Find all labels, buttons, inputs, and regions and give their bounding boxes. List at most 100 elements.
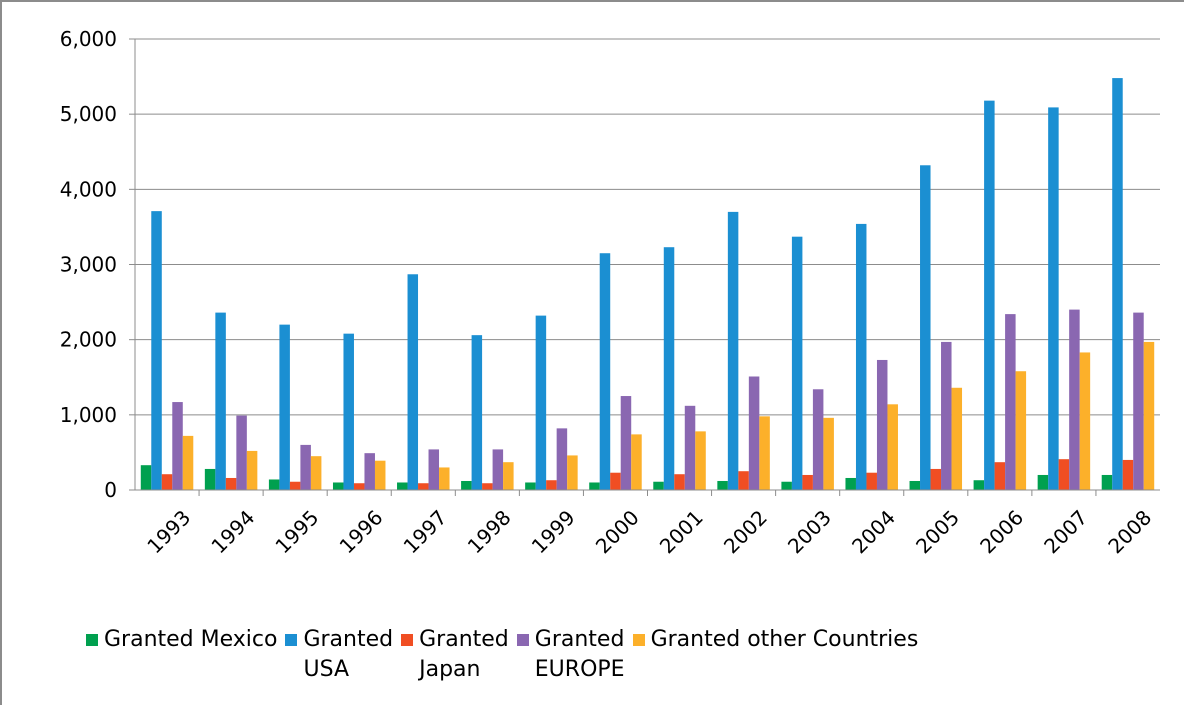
bar-granted-mexico: [1037, 474, 1049, 490]
legend-item: Granted EUROPE: [516, 625, 625, 685]
y-tick-label: 3,000: [60, 253, 117, 277]
bar-granted-mexico: [973, 480, 985, 490]
bar-granted-mexico: [268, 479, 280, 490]
legend-label-line: Granted: [419, 627, 509, 652]
bar-granted-mexico: [332, 482, 344, 490]
bar-granted-japan: [610, 472, 621, 490]
bar-granted-mexico: [653, 481, 664, 490]
bar-granted-other-countries: [1143, 341, 1155, 490]
bar-granted-europe: [556, 428, 568, 490]
bar-granted-japan: [674, 474, 685, 490]
bar-granted-usa: [343, 333, 354, 490]
bar-granted-usa: [984, 100, 995, 491]
bar-granted-mexico: [909, 480, 921, 490]
bar-granted-usa: [663, 247, 675, 490]
bar-granted-usa: [279, 324, 290, 490]
bar-granted-japan: [930, 468, 942, 490]
legend-label-line: Japan: [419, 657, 481, 682]
bar-granted-europe: [492, 449, 504, 490]
bar-granted-other-countries: [1079, 352, 1091, 490]
x-tick-label: 2007: [1039, 505, 1092, 558]
bar-granted-other-countries: [310, 456, 322, 490]
bar-granted-mexico: [589, 482, 600, 490]
y-tick-label: 0: [104, 478, 117, 502]
bar-granted-other-countries: [1015, 371, 1027, 490]
bar-granted-usa: [727, 211, 739, 490]
bar-granted-japan: [418, 483, 429, 490]
x-axis-ticks: 1993 1994 1995 1996 1997 1998 1999 2000 2001 2002…: [142, 505, 1156, 558]
bar-granted-europe: [812, 389, 824, 490]
bar-granted-japan: [866, 472, 877, 490]
bar-granted-usa: [1048, 107, 1059, 490]
x-tick-label: 1997: [399, 505, 452, 558]
bar-granted-japan: [1058, 459, 1070, 490]
bar-granted-mexico: [845, 477, 856, 490]
x-tick-label: 1999: [527, 505, 580, 558]
x-tick-label: 2002: [719, 505, 772, 558]
x-tick-label: 1995: [270, 505, 323, 558]
bar-granted-mexico: [1101, 474, 1113, 490]
bar-granted-japan: [802, 474, 813, 490]
x-tick-label: 1996: [335, 505, 388, 558]
bar-granted-japan: [1122, 459, 1134, 490]
bar-granted-europe: [1133, 312, 1144, 490]
y-tick-label: 4,000: [60, 177, 117, 201]
bar-granted-usa: [215, 312, 226, 490]
x-tick-label: 2006: [975, 505, 1028, 558]
bar-granted-europe: [684, 405, 696, 490]
bar-granted-mexico: [781, 481, 792, 490]
bar-granted-mexico: [461, 480, 472, 490]
x-tick-label: 1993: [142, 505, 195, 558]
bar-granted-usa: [791, 236, 803, 490]
bar-granted-japan: [546, 480, 557, 490]
legend-label: Granted other Countries: [651, 625, 919, 655]
bar-granted-japan: [994, 462, 1006, 490]
bar-granted-japan: [353, 483, 365, 490]
x-axis: [134, 39, 1160, 496]
bar-granted-usa: [407, 274, 419, 490]
y-axis-ticks: 0 1,000 2,000 3,000 4,000 5,000 6,000: [60, 27, 117, 502]
bar-granted-japan: [225, 477, 237, 490]
bar-granted-other-countries: [503, 462, 514, 490]
bar-granted-europe: [1069, 309, 1080, 490]
y-tick-label: 5,000: [60, 102, 117, 126]
x-tick-label: 2008: [1103, 505, 1156, 558]
bar-granted-mexico: [717, 480, 728, 490]
legend-item: Granted USA: [285, 625, 393, 685]
bar-granted-usa: [855, 223, 867, 490]
legend-label-line: EUROPE: [534, 657, 625, 682]
legend-label-line: Granted: [534, 627, 625, 652]
bar-granted-other-countries: [887, 404, 898, 490]
legend-label: Granted Mexico: [104, 625, 277, 655]
legend-item: Granted Japan: [401, 625, 509, 685]
legend-swatch: [632, 634, 645, 646]
legend-label: Granted EUROPE: [535, 625, 625, 685]
bar-granted-mexico: [397, 482, 408, 490]
bar-granted-europe: [172, 402, 183, 490]
bar-granted-europe: [876, 359, 888, 490]
legend-label-line: USA: [303, 657, 349, 682]
bar-granted-europe: [748, 376, 760, 490]
y-tick-label: 1,000: [60, 403, 117, 427]
bar-granted-other-countries: [823, 417, 834, 490]
bar-granted-japan: [289, 481, 301, 490]
bar-granted-other-countries: [631, 434, 642, 490]
bar-granted-other-countries: [439, 467, 450, 490]
y-tick-label: 6,000: [60, 27, 117, 51]
x-tick-label: 2005: [911, 505, 964, 558]
bar-granted-other-countries: [759, 416, 770, 490]
legend-label-line: Granted other Countries: [650, 627, 919, 652]
bar-granted-japan: [482, 483, 493, 490]
legend-label-line: Granted Mexico: [104, 627, 278, 652]
bar-granted-europe: [620, 396, 632, 490]
legend-swatch: [401, 634, 414, 646]
legend-item: Granted Mexico: [86, 625, 277, 655]
bar-granted-japan: [738, 471, 749, 490]
bar-granted-europe: [364, 453, 375, 490]
x-tick-label: 2004: [847, 505, 900, 558]
bar-granted-other-countries: [567, 455, 578, 490]
bar-granted-europe: [941, 341, 952, 490]
bar-granted-other-countries: [374, 460, 386, 490]
bars: [140, 78, 1155, 491]
